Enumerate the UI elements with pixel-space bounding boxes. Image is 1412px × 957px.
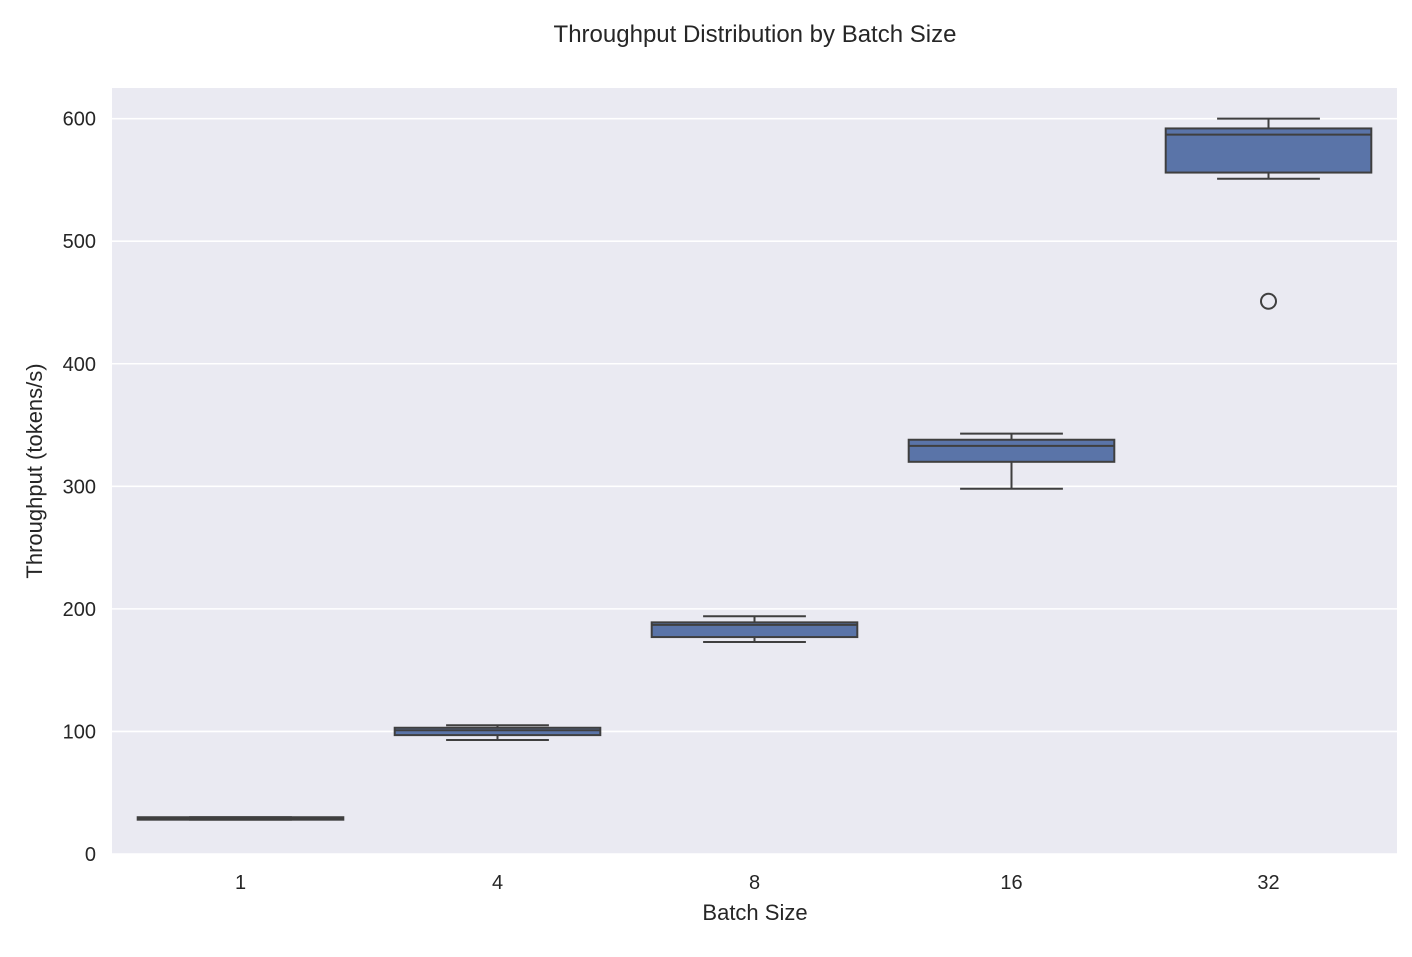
box-group-1 xyxy=(136,816,345,821)
outlier-point xyxy=(1260,292,1277,310)
y-tick-label: 600 xyxy=(63,109,96,131)
box-iqr xyxy=(393,726,602,737)
grid-lines xyxy=(112,117,1397,855)
x-tick-label: 1 xyxy=(235,872,246,894)
box-group-32 xyxy=(1164,117,1373,310)
plot-area xyxy=(112,88,1397,854)
box-iqr xyxy=(1164,127,1373,174)
box-iqr xyxy=(907,438,1116,463)
x-axis-ticks: 1 4 8 16 32 xyxy=(235,872,1280,894)
box-group-16 xyxy=(907,432,1116,490)
y-tick-label: 400 xyxy=(63,354,96,376)
x-tick-label: 8 xyxy=(749,872,760,894)
x-tick-label: 16 xyxy=(1000,872,1022,894)
box-group-8 xyxy=(650,615,859,643)
y-tick-label: 0 xyxy=(85,844,96,866)
x-tick-label: 32 xyxy=(1257,872,1279,894)
box-series xyxy=(136,117,1373,821)
y-tick-label: 500 xyxy=(63,231,96,253)
box-iqr xyxy=(650,621,859,639)
x-tick-label: 4 xyxy=(492,872,503,894)
y-tick-label: 200 xyxy=(63,599,96,621)
box-group-4 xyxy=(393,724,602,742)
x-axis-label: Batch Size xyxy=(702,900,807,925)
y-tick-label: 100 xyxy=(63,721,96,743)
y-axis-ticks: 0 100 200 300 400 500 600 xyxy=(63,109,96,866)
y-tick-label: 300 xyxy=(63,476,96,498)
y-axis-label: Throughput (tokens/s) xyxy=(22,363,47,578)
chart-title: Throughput Distribution by Batch Size xyxy=(554,21,957,48)
